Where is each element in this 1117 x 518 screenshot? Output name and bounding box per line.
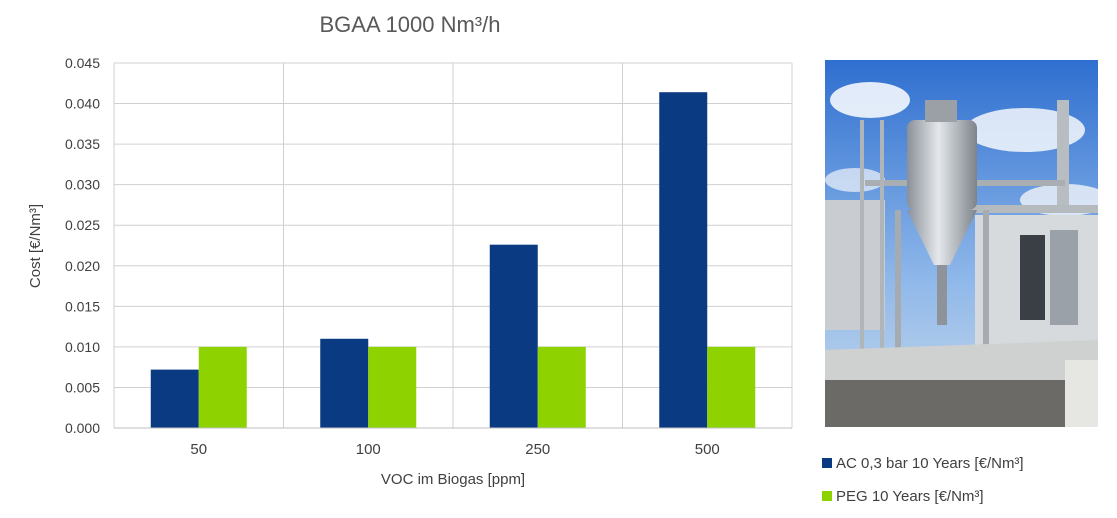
y-tick-label: 0.030: [65, 177, 100, 193]
bars: [150, 92, 756, 428]
x-tick-label: 250: [525, 441, 550, 458]
bar-ac-100: [320, 338, 369, 428]
bar-peg-250: [537, 346, 586, 428]
chart-legend: AC 0,3 bar 10 Years [€/Nm³] PEG 10 Years …: [822, 452, 1024, 518]
bar-ac-500: [659, 92, 708, 428]
chart-title: BGAA 1000 Nm³/h: [319, 12, 501, 37]
bar-peg-100: [368, 346, 417, 428]
y-axis-label: Cost [€/Nm³]: [27, 204, 44, 288]
legend-swatch: [822, 458, 832, 468]
x-tick-label: 500: [695, 441, 720, 458]
y-tick-label: 0.000: [65, 420, 100, 436]
x-tick-label: 100: [356, 441, 381, 458]
y-tick-label: 0.040: [65, 96, 100, 112]
y-tick-label: 0.045: [65, 55, 100, 71]
y-tick-label: 0.005: [65, 379, 100, 395]
x-tick-label: 50: [190, 441, 207, 458]
legend-item: AC 0,3 bar 10 Years [€/Nm³]: [822, 452, 1024, 474]
bar-ac-50: [150, 369, 199, 428]
bar-peg-50: [198, 346, 247, 428]
y-tick-label: 0.035: [65, 136, 100, 152]
legend-swatch: [822, 491, 832, 501]
axes: 0.000 0.005 0.010 0.015 0.020 0.025 0.030 0.035…: [65, 55, 792, 458]
bar-peg-500: [707, 346, 756, 428]
y-tick-label: 0.010: [65, 339, 100, 355]
bar-chart: 0.000 0.005 0.010 0.015 0.020 0.025 0.030 0.035…: [27, 55, 793, 488]
legend-label: AC 0,3 bar 10 Years [€/Nm³]: [836, 454, 1024, 472]
legend-item: PEG 10 Years [€/Nm³]: [822, 485, 1024, 507]
bar-ac-250: [489, 244, 538, 428]
biogas-plant-photo: [825, 60, 1098, 427]
legend-label: PEG 10 Years [€/Nm³]: [836, 487, 984, 505]
y-tick-label: 0.015: [65, 298, 100, 314]
y-tick-label: 0.025: [65, 217, 100, 233]
y-tick-label: 0.020: [65, 258, 100, 274]
x-axis-label: VOC im Biogas [ppm]: [381, 471, 525, 488]
